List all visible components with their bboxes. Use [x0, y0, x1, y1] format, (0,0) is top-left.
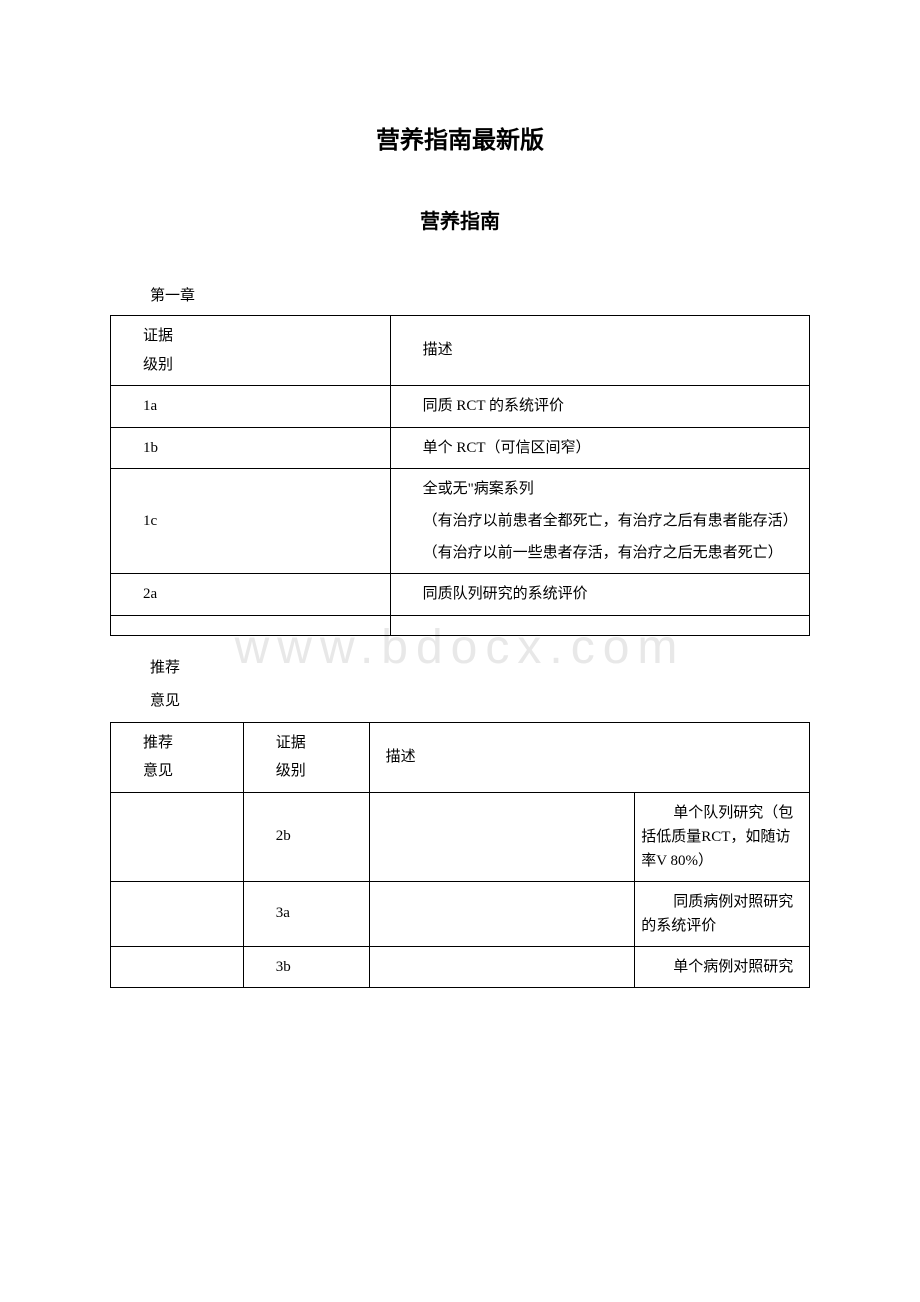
- header-text: 级别: [111, 351, 390, 380]
- header-description: 描述: [390, 316, 809, 386]
- evidence-table-1: 证据 级别 描述 1a 同质 RCT 的系统评价 1b 单个 RCT（可信区间窄…: [110, 315, 810, 636]
- header-text: 意见: [111, 757, 243, 786]
- desc-line: （有治疗以前一些患者存活，有治疗之后无患者死亡）: [391, 541, 797, 565]
- empty-cell: [390, 615, 809, 635]
- chapter-label: 第一章: [150, 284, 810, 305]
- table-row: 2a 同质队列研究的系统评价: [111, 574, 810, 616]
- opinion-label: 意见: [150, 689, 810, 710]
- header-description: 描述: [369, 722, 809, 792]
- desc-cell: 同质队列研究的系统评价: [390, 574, 809, 616]
- header-text: 推荐: [111, 729, 243, 758]
- desc-cell: 同质 RCT 的系统评价: [390, 386, 809, 428]
- table-header-row: 推荐 意见 证据 级别 描述: [111, 722, 810, 792]
- document-content: 营养指南最新版 营养指南 第一章 证据 级别 描述 1a 同质 RCT 的系统评…: [110, 120, 810, 988]
- table-header-row: 证据 级别 描述: [111, 316, 810, 386]
- rec-cell: [111, 946, 244, 988]
- desc-line: 全或无"病案系列: [391, 477, 797, 501]
- main-title: 营养指南最新版: [110, 120, 810, 155]
- header-text: 证据: [111, 322, 390, 351]
- table-row: 2b 单个队列研究（包括低质量RCT，如随访率V 80%）: [111, 792, 810, 881]
- level-cell: 1b: [111, 427, 391, 469]
- level-cell: 2b: [243, 792, 369, 881]
- rec-cell: [111, 792, 244, 881]
- table-row: 3b 单个病例对照研究: [111, 946, 810, 988]
- header-text: 证据: [244, 729, 369, 758]
- level-cell: 3a: [243, 881, 369, 946]
- sub-title: 营养指南: [110, 205, 810, 234]
- desc-cell: 单个病例对照研究: [635, 946, 810, 988]
- level-cell: 2a: [111, 574, 391, 616]
- evidence-table-2: 推荐 意见 证据 级别 描述 2b 单个队列研究（包括低质量RCT，如随访率V …: [110, 722, 810, 989]
- empty-cell: [111, 615, 391, 635]
- level-cell: 1c: [111, 469, 391, 574]
- level-cell: 3b: [243, 946, 369, 988]
- empty-cell: [369, 792, 635, 881]
- recommendation-label: 推荐: [150, 656, 810, 677]
- empty-cell: [369, 946, 635, 988]
- table-row: 1a 同质 RCT 的系统评价: [111, 386, 810, 428]
- empty-cell: [369, 881, 635, 946]
- header-text: 级别: [244, 757, 369, 786]
- header-evidence-level: 证据 级别: [111, 316, 391, 386]
- rec-cell: [111, 881, 244, 946]
- desc-line: （有治疗以前患者全都死亡，有治疗之后有患者能存活）: [391, 509, 797, 533]
- table-row: 1b 单个 RCT（可信区间窄）: [111, 427, 810, 469]
- desc-cell: 同质病例对照研究的系统评价: [635, 881, 810, 946]
- desc-cell-multiline: 全或无"病案系列 （有治疗以前患者全都死亡，有治疗之后有患者能存活） （有治疗以…: [390, 469, 809, 574]
- desc-cell: 单个 RCT（可信区间窄）: [390, 427, 809, 469]
- header-evidence-level: 证据 级别: [243, 722, 369, 792]
- level-cell: 1a: [111, 386, 391, 428]
- desc-cell: 单个队列研究（包括低质量RCT，如随访率V 80%）: [635, 792, 810, 881]
- header-recommendation: 推荐 意见: [111, 722, 244, 792]
- table-row: 3a 同质病例对照研究的系统评价: [111, 881, 810, 946]
- table-empty-row: [111, 615, 810, 635]
- table-row: 1c 全或无"病案系列 （有治疗以前患者全都死亡，有治疗之后有患者能存活） （有…: [111, 469, 810, 574]
